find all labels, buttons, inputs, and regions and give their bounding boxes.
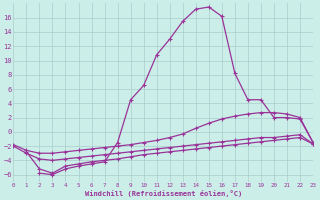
X-axis label: Windchill (Refroidissement éolien,°C): Windchill (Refroidissement éolien,°C) [84, 190, 242, 197]
